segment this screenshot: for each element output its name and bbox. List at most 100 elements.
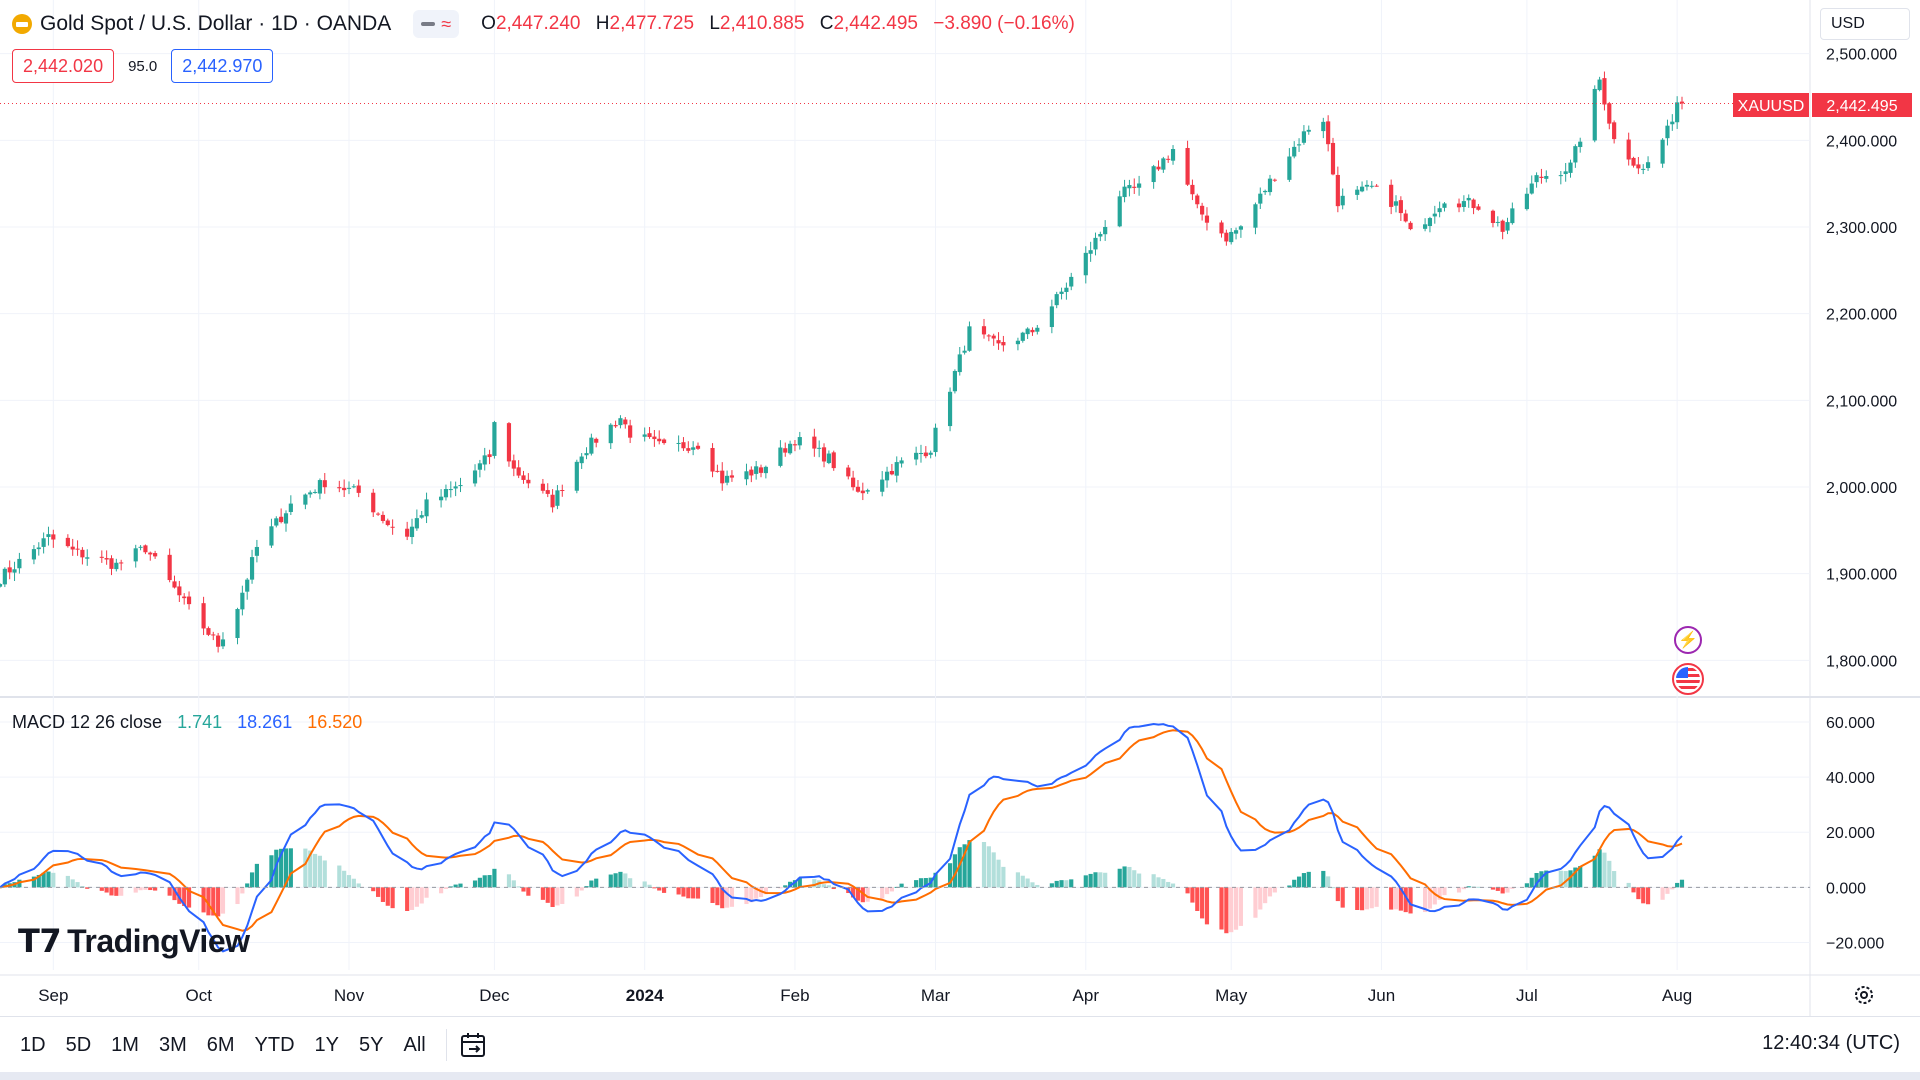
candle-down: [516, 467, 521, 476]
macd-histogram-bar: [1573, 867, 1578, 888]
macd-legend[interactable]: MACD 12 26 close 1.741 18.261 16.520: [12, 712, 362, 733]
currency-selector[interactable]: USD: [1820, 8, 1910, 40]
minus-icon: [421, 22, 436, 26]
macd-histogram-bar: [831, 887, 836, 890]
macd-histogram-bar: [957, 847, 962, 888]
candle-down: [720, 470, 725, 484]
quote-panel: 2,442.020 95.0 2,442.970: [12, 49, 274, 83]
range-6m-button[interactable]: 6M: [206, 1033, 235, 1056]
macd-histogram-bar: [749, 887, 754, 903]
candle-up: [274, 518, 279, 526]
candle-down: [1408, 222, 1413, 230]
candle-up: [31, 549, 37, 560]
candle-down: [749, 469, 754, 476]
candle-up: [880, 479, 885, 492]
range-all-button[interactable]: All: [403, 1033, 426, 1056]
range-1d-button[interactable]: 1D: [20, 1033, 46, 1056]
us-flag-event-icon[interactable]: [1672, 663, 1704, 695]
candle-up: [288, 503, 293, 512]
macd-histogram-bar: [981, 842, 987, 888]
macd-histogram-bar: [1064, 880, 1069, 888]
macd-histogram-bar: [1035, 884, 1040, 888]
candle-down: [846, 467, 851, 477]
candle-up: [424, 499, 429, 517]
candle-down: [715, 470, 720, 472]
candle-down: [80, 549, 85, 558]
utc-clock[interactable]: 12:40:34 (UTC): [1762, 1032, 1900, 1054]
candle-up: [1393, 201, 1399, 206]
macd-histogram-bar: [1369, 887, 1374, 909]
macd-histogram-bar: [1137, 873, 1142, 888]
macd-histogram-bar: [540, 887, 545, 900]
macd-histogram-bar: [526, 887, 531, 896]
macd-histogram: [0, 840, 1685, 934]
range-3m-button[interactable]: 3M: [158, 1033, 187, 1056]
flash-event-icon[interactable]: ⚡: [1674, 626, 1702, 654]
symbol-title[interactable]: Gold Spot / U.S. Dollar · 1D · OANDA: [40, 12, 392, 35]
macd-histogram-bar: [1117, 868, 1122, 888]
candle-down: [613, 425, 618, 427]
macd-histogram-bar: [409, 887, 415, 910]
candle-up: [220, 639, 226, 647]
macd-histogram-bar: [1393, 887, 1399, 910]
macd-histogram-bar: [608, 874, 613, 888]
macd-histogram-bar: [1122, 866, 1127, 888]
candle-down: [405, 528, 410, 537]
candle-up: [477, 463, 482, 470]
settings-gear-icon[interactable]: [1852, 983, 1876, 1007]
macd-histogram-bar: [1626, 882, 1631, 888]
time-tick-label: Mar: [921, 986, 951, 1005]
macd-histogram-bar: [240, 887, 245, 894]
macd-histogram-bar: [419, 887, 424, 904]
candle-up: [46, 534, 51, 537]
candle-up: [453, 486, 458, 489]
macd-histogram-bar: [1389, 887, 1394, 910]
candle-down: [821, 447, 827, 462]
close-value: 2,442.495: [833, 13, 918, 34]
buy-button[interactable]: 2,442.970: [171, 49, 274, 83]
candle-up: [1301, 131, 1306, 143]
macd-histogram-bar: [443, 887, 449, 889]
candle-up: [918, 452, 924, 455]
candle-down: [986, 335, 991, 337]
price-tick-label: 2,000.000: [1826, 480, 1897, 497]
macd-tick-label: 0.000: [1826, 880, 1866, 897]
range-1y-button[interactable]: 1Y: [314, 1033, 340, 1056]
gold-symbol-icon: [12, 14, 32, 34]
macd-histogram-bar: [1238, 887, 1243, 926]
macd-histogram-bar: [880, 887, 885, 899]
candle-down: [1132, 186, 1137, 188]
candle-up: [472, 470, 478, 484]
range-1m-button[interactable]: 1M: [111, 1033, 139, 1056]
candle-down: [109, 558, 114, 569]
macd-histogram-bar: [279, 848, 284, 888]
macd-histogram-bar: [206, 887, 211, 916]
macd-histogram-bar: [1330, 887, 1336, 889]
chart-area[interactable]: 2,500.000 2,400.000 2,300.000 2,200.000 2,10…: [0, 0, 1920, 1016]
range-5d-button[interactable]: 5D: [65, 1033, 92, 1056]
sell-button[interactable]: 2,442.020: [12, 49, 115, 83]
macd-histogram-bar: [628, 878, 633, 888]
indicator-toggle[interactable]: ≈: [413, 10, 460, 38]
macd-histogram-bar: [1539, 871, 1544, 888]
macd-histogram-bar: [1301, 873, 1306, 888]
macd-histogram-bar: [1461, 887, 1466, 890]
candle-up: [574, 461, 579, 491]
range-5y-button[interactable]: 5Y: [359, 1033, 384, 1056]
macd-histogram-bar: [1505, 887, 1510, 893]
range-ytd-button[interactable]: YTD: [254, 1033, 295, 1056]
candle-up: [1660, 139, 1665, 164]
candle-up: [1035, 327, 1040, 332]
macd-histogram-bar: [1156, 877, 1161, 888]
macd-histogram-bar: [36, 874, 41, 888]
calendar-icon[interactable]: [459, 1031, 487, 1059]
candle-up: [817, 447, 822, 449]
macd-histogram-bar: [947, 863, 953, 888]
macd-histogram-bar: [482, 875, 487, 888]
candle-down: [322, 480, 327, 488]
candle-up: [1534, 175, 1539, 183]
macd-histogram-bar: [889, 887, 894, 892]
candle-up: [957, 354, 962, 373]
candle-up: [1098, 234, 1103, 237]
tradingview-logo[interactable]: 𝗧𝟳 TradingView: [18, 922, 250, 960]
